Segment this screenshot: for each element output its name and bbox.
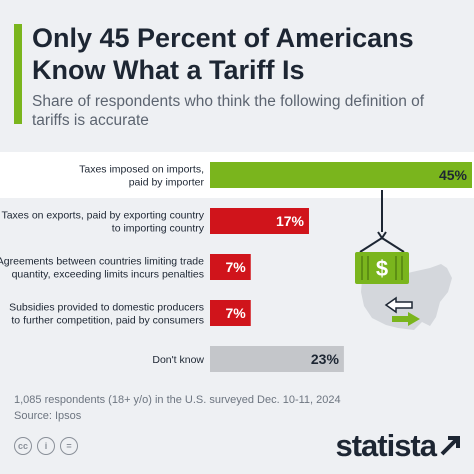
category-label-line: Subsidies provided to domestic producers <box>9 302 204 314</box>
bar-3 <box>210 300 251 326</box>
bar-4 <box>210 346 344 372</box>
footnote: 1,085 respondents (18+ y/o) in the U.S. … <box>14 392 341 424</box>
logo-mark-icon <box>440 436 460 456</box>
bar-chart: $ 45% Taxes imposed on imports, paid by im… <box>0 152 474 372</box>
tariff-illustration: $ <box>355 190 452 330</box>
bar-1 <box>210 208 309 234</box>
cc-icon[interactable]: cc <box>14 437 32 455</box>
category-label-line: Don't know <box>152 354 204 366</box>
chart-subtitle: Share of respondents who think the follo… <box>32 93 425 129</box>
nd-icon[interactable]: = <box>60 437 78 455</box>
value-label-3: 7% <box>226 305 247 321</box>
value-label-4: 23% <box>311 351 340 367</box>
arrows-icon <box>384 296 420 326</box>
category-label-0: Taxes imposed on imports, paid by importe… <box>79 164 204 189</box>
category-label-4: Don't know <box>152 354 204 366</box>
survey-note: 1,085 respondents (18+ y/o) in the U.S. … <box>14 394 341 406</box>
value-label-0: 45% <box>439 167 468 183</box>
chart-title: Only 45 Percent of Americans Know What a… <box>32 23 414 85</box>
category-label-line: to importing country <box>112 223 205 235</box>
dollar-symbol: $ <box>376 256 388 281</box>
value-label-1: 17% <box>276 213 305 229</box>
category-label-2: Agreements between countries limiting tr… <box>0 256 204 281</box>
value-label-2: 7% <box>226 259 247 275</box>
category-label-line: quantity, exceeding limits incurs penalt… <box>12 269 204 281</box>
shipping-container-dollar-icon: $ <box>355 190 409 284</box>
license-icons: cc i = <box>14 437 78 455</box>
category-label-line: Taxes imposed on imports, <box>79 164 204 176</box>
source-note: Source: Ipsos <box>14 410 82 422</box>
bar-2 <box>210 254 251 280</box>
category-label-line: Agreements between countries limiting tr… <box>0 256 204 268</box>
by-icon[interactable]: i <box>37 437 55 455</box>
category-label-line: paid by importer <box>129 177 205 189</box>
category-label-line: Taxes on exports, paid by exporting coun… <box>1 210 204 222</box>
category-label-1: Taxes on exports, paid by exporting coun… <box>1 210 204 235</box>
accent-bar <box>14 24 22 124</box>
logo-text: statista <box>335 428 437 463</box>
category-label-3: Subsidies provided to domestic producers… <box>9 302 204 327</box>
category-label-line: to further competition, paid by consumer… <box>11 315 204 327</box>
bar-0 <box>210 162 472 188</box>
statista-logo[interactable]: statista <box>335 428 460 464</box>
